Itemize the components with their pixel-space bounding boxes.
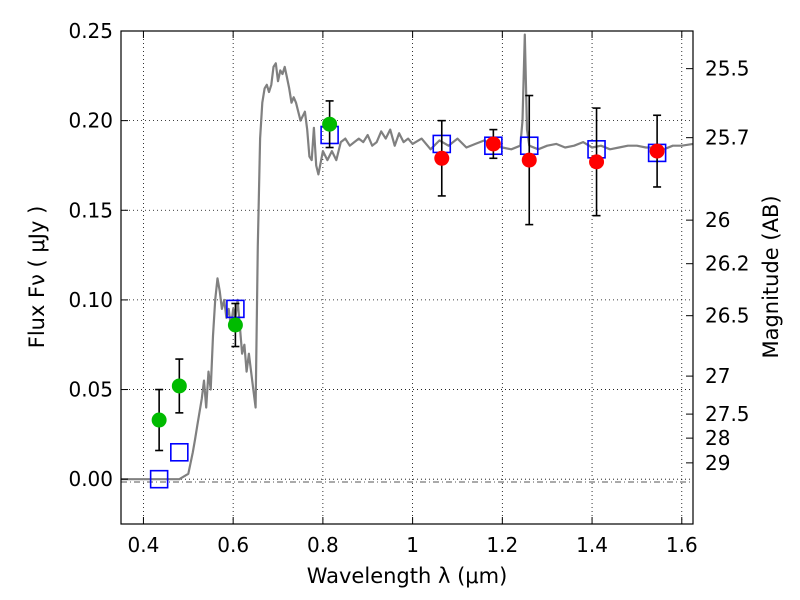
detection-point [485, 136, 501, 152]
model-photometry-square [149, 469, 169, 489]
detection-point [227, 317, 243, 333]
y-axis-right-title: Magnitude (AB) [759, 195, 783, 358]
x-tick-label: 1.6 [666, 533, 698, 557]
x-tick-label: 0.8 [307, 533, 339, 557]
magnitude-tick-label: 27.5 [705, 402, 750, 426]
detection-point [589, 154, 605, 170]
y-tick-label: 0.00 [68, 467, 113, 491]
plot-frame [120, 30, 694, 525]
detection-point [151, 412, 167, 428]
x-tick-label: 1.2 [486, 533, 518, 557]
detection-point [171, 378, 187, 394]
magnitude-tick-label: 27 [705, 364, 730, 388]
magnitude-tick-label: 25.7 [705, 126, 750, 150]
magnitude-tick-label: 26.2 [705, 252, 750, 276]
y-tick-label: 0.15 [68, 198, 113, 222]
y-tick-label: 0.10 [68, 288, 113, 312]
detection-point [521, 152, 537, 168]
axis-ticks: 0.4 0.6 0.8 1 1.2 1.4 1.6 0.00 0.05 0.10 0.15 0.20 0… [68, 19, 749, 557]
magnitude-tick-label: 26 [705, 208, 730, 232]
y-axis-title: Flux Fν ( μJy ) [25, 206, 49, 349]
magnitude-tick-label: 25.5 [705, 57, 750, 81]
detection-point [434, 150, 450, 166]
spectrum-line [121, 33, 694, 481]
detection-point [649, 143, 665, 159]
x-axis-title: Wavelength λ (μm) [307, 564, 508, 588]
detection-point [322, 116, 338, 132]
x-tick-label: 1 [406, 533, 419, 557]
spectrum-series [121, 33, 694, 481]
model-photometry-square [170, 442, 189, 462]
x-tick-label: 1.4 [576, 533, 608, 557]
grid [121, 30, 693, 524]
x-tick-label: 0.6 [217, 533, 249, 557]
y-tick-label: 0.05 [68, 378, 113, 402]
magnitude-tick-label: 26.5 [705, 304, 750, 328]
y-tick-label: 0.20 [68, 109, 113, 133]
x-tick-label: 0.4 [128, 533, 160, 557]
magnitude-tick-label: 29 [705, 451, 730, 475]
magnitude-tick-label: 28 [705, 426, 730, 450]
y-tick-label: 0.25 [68, 19, 113, 43]
photometry-series [149, 94, 667, 489]
